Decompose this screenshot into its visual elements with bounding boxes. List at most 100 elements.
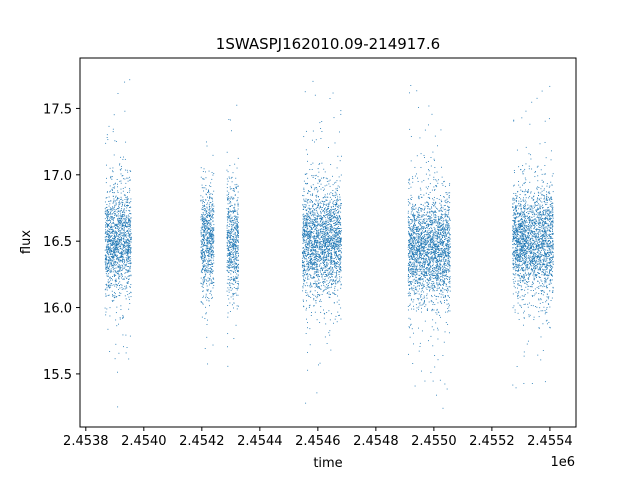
data-point — [326, 247, 328, 249]
data-point — [238, 270, 239, 272]
data-point — [122, 245, 124, 247]
data-point — [323, 259, 325, 261]
data-point — [323, 228, 325, 230]
data-point — [208, 300, 210, 302]
data-point — [211, 247, 212, 249]
data-point — [328, 180, 330, 182]
data-point — [110, 248, 111, 250]
data-point — [200, 246, 202, 248]
data-point — [305, 207, 306, 208]
data-point — [340, 230, 342, 231]
data-point — [312, 219, 314, 221]
data-point — [232, 266, 233, 268]
data-point — [113, 265, 115, 267]
data-point — [318, 279, 320, 281]
data-point — [315, 174, 317, 176]
data-point — [328, 310, 330, 312]
data-point — [234, 232, 236, 234]
data-point — [319, 181, 320, 183]
data-point — [309, 212, 311, 214]
data-point — [314, 94, 316, 96]
data-point — [318, 208, 320, 210]
data-point — [231, 238, 233, 240]
data-point — [121, 250, 123, 252]
data-point — [230, 282, 232, 284]
data-point — [110, 215, 112, 217]
data-point — [312, 249, 314, 251]
data-point — [327, 249, 329, 251]
data-point — [236, 200, 238, 202]
data-point — [321, 228, 323, 230]
data-point — [316, 232, 318, 233]
data-point — [128, 253, 130, 254]
data-point — [326, 280, 328, 282]
data-point — [111, 243, 113, 245]
data-point — [322, 197, 324, 199]
data-point — [119, 240, 121, 242]
data-point — [340, 287, 342, 289]
data-point — [110, 210, 112, 212]
data-point — [325, 238, 327, 240]
data-point — [231, 232, 232, 234]
data-point — [124, 241, 126, 243]
data-point — [112, 241, 113, 243]
data-point — [327, 222, 329, 224]
data-point — [212, 227, 214, 229]
data-point — [317, 236, 318, 238]
data-point — [235, 177, 237, 179]
data-point — [335, 188, 337, 190]
data-point — [317, 271, 319, 273]
data-point — [316, 280, 318, 282]
data-point — [233, 278, 235, 280]
data-point — [108, 246, 110, 248]
data-point — [209, 270, 211, 272]
data-point — [327, 256, 329, 258]
data-point — [114, 234, 116, 236]
data-point — [130, 171, 132, 172]
data-point — [321, 274, 323, 276]
data-point — [130, 241, 132, 243]
data-point — [112, 238, 114, 239]
data-point — [209, 242, 211, 244]
data-point — [330, 207, 332, 209]
data-point — [124, 223, 126, 224]
data-point — [107, 220, 109, 222]
data-point — [227, 237, 229, 239]
data-point — [115, 245, 117, 247]
data-point — [338, 271, 340, 273]
data-point — [303, 200, 305, 202]
data-point — [320, 246, 322, 248]
data-point — [210, 230, 212, 231]
data-point — [120, 156, 122, 158]
data-point — [118, 197, 120, 199]
data-point — [238, 284, 239, 286]
data-point — [237, 235, 239, 237]
data-point — [202, 290, 204, 292]
data-point — [302, 236, 304, 237]
data-point — [206, 215, 208, 217]
data-point — [232, 295, 234, 297]
data-point — [213, 278, 215, 280]
data-point — [328, 287, 330, 289]
data-point — [312, 268, 313, 269]
data-point — [117, 273, 119, 274]
data-point — [124, 205, 125, 207]
data-point — [115, 227, 116, 228]
data-point — [233, 252, 235, 253]
data-point — [306, 261, 308, 262]
data-point — [331, 218, 333, 220]
data-point — [339, 232, 341, 234]
data-point — [233, 283, 235, 285]
data-point — [237, 249, 239, 251]
data-point — [209, 232, 211, 234]
data-point — [323, 209, 324, 211]
data-point — [204, 252, 205, 254]
data-point — [205, 260, 206, 262]
data-point — [331, 225, 333, 227]
data-point — [202, 187, 204, 189]
data-point — [114, 273, 116, 275]
data-point — [110, 246, 112, 248]
data-point — [125, 251, 127, 253]
data-point — [316, 297, 318, 299]
data-point — [317, 213, 319, 214]
